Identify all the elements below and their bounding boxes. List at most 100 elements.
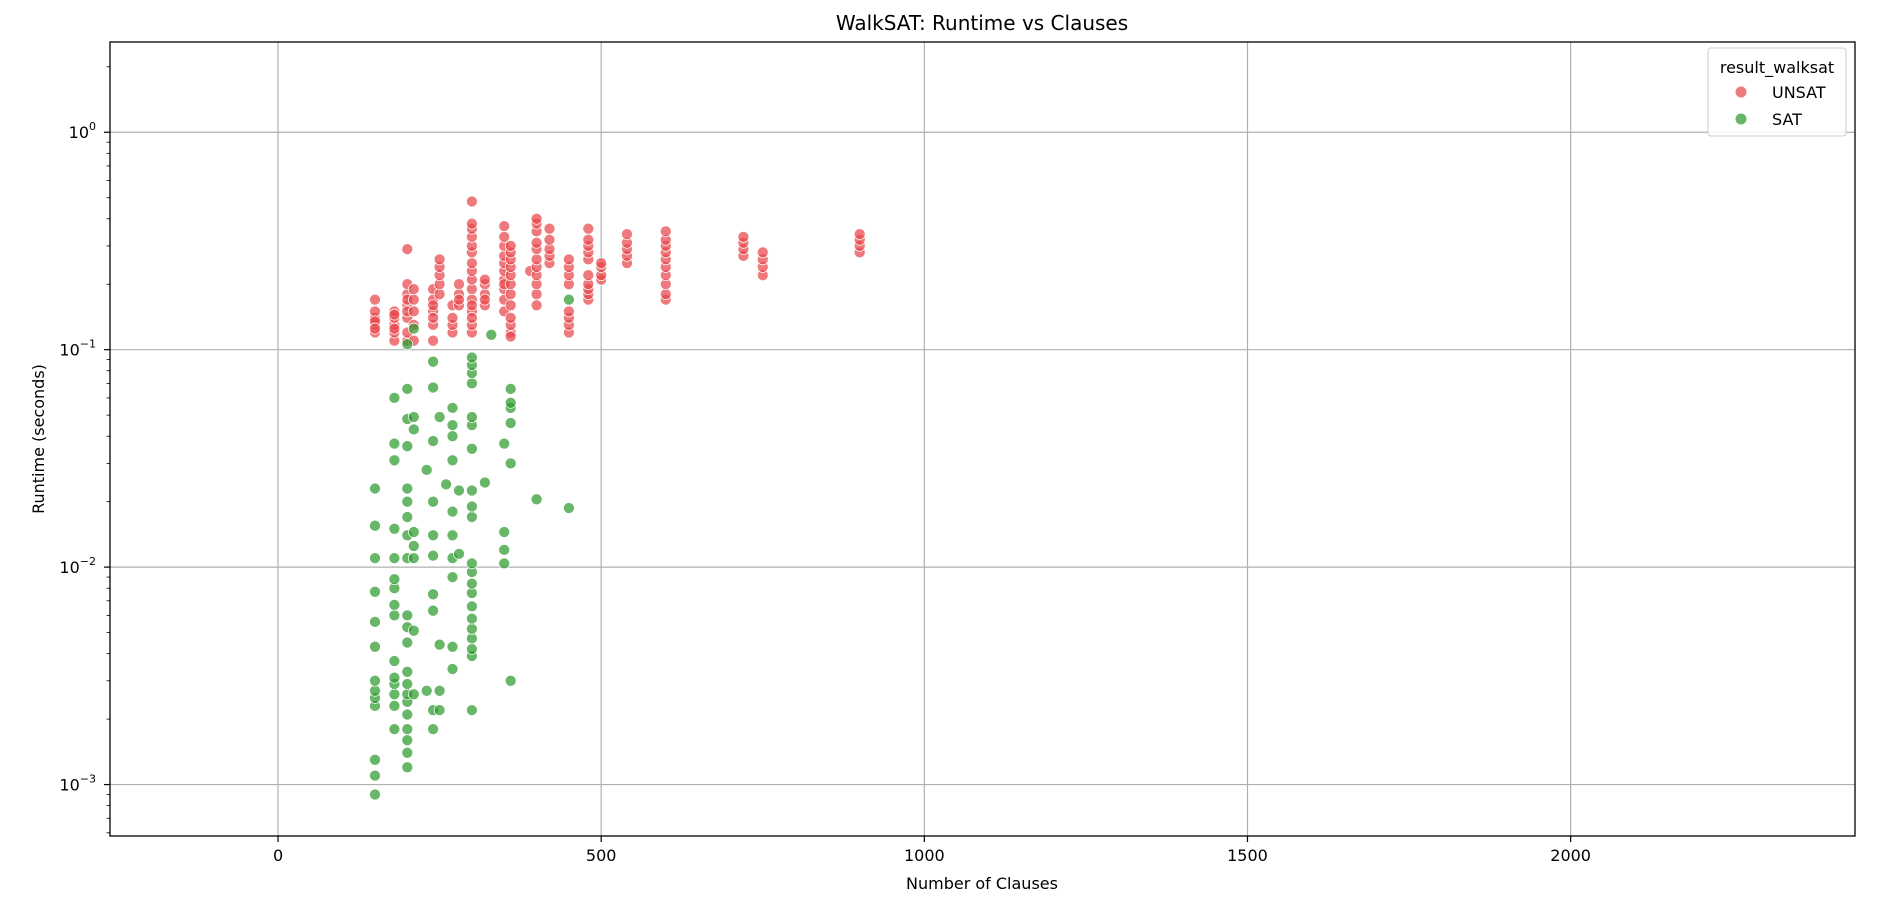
point-sat (407, 540, 420, 552)
y-tick-label: 10−1 (59, 338, 96, 360)
point-unsat (659, 225, 672, 238)
point-sat (446, 663, 459, 675)
point-sat (388, 437, 401, 450)
point-sat (563, 293, 575, 306)
point-unsat (369, 322, 381, 335)
point-sat (369, 519, 381, 532)
point-sat (427, 604, 439, 617)
point-sat (401, 495, 414, 508)
y-tick-label: 10−2 (59, 555, 96, 577)
point-sat (427, 355, 439, 368)
point-sat (453, 548, 465, 560)
point-sat (369, 788, 381, 801)
point-unsat (853, 228, 866, 240)
data-points (369, 195, 866, 801)
point-unsat (582, 222, 595, 235)
point-sat (466, 484, 478, 497)
point-sat (466, 643, 478, 655)
point-sat (407, 552, 420, 564)
x-tick-label: 500 (586, 846, 617, 865)
point-sat (388, 392, 401, 404)
point-unsat (563, 305, 575, 318)
point-sat (433, 704, 446, 716)
legend-marker-unsat (1735, 86, 1747, 98)
point-sat (369, 616, 381, 628)
point-sat (466, 600, 478, 613)
point-sat (446, 640, 459, 653)
point-unsat (388, 308, 401, 321)
point-sat (446, 529, 459, 542)
point-sat (401, 746, 414, 759)
point-unsat (407, 293, 420, 306)
point-sat (453, 484, 465, 497)
point-unsat (756, 246, 769, 259)
point-unsat (427, 334, 439, 347)
chart-title: WalkSAT: Runtime vs Clauses (836, 11, 1128, 35)
point-sat (407, 688, 420, 701)
point-sat (388, 522, 401, 535)
point-sat (466, 511, 478, 523)
point-sat (485, 328, 498, 341)
point-sat (433, 411, 446, 423)
point-sat (446, 430, 459, 443)
legend: result_walksat UNSAT SAT (1707, 47, 1847, 137)
point-sat (401, 761, 414, 774)
point-sat (369, 674, 381, 687)
point-sat (427, 381, 439, 394)
point-unsat (530, 299, 543, 312)
point-unsat (453, 293, 465, 306)
point-sat (446, 571, 459, 583)
point-unsat (530, 253, 543, 266)
point-sat (479, 476, 491, 489)
x-tick-label: 1000 (904, 846, 945, 865)
point-sat (504, 417, 517, 429)
point-sat (401, 609, 414, 622)
point-sat (504, 457, 517, 470)
point-sat (446, 454, 459, 467)
point-sat (498, 544, 511, 556)
point-unsat (582, 233, 595, 246)
point-unsat (407, 283, 420, 295)
point-sat (427, 529, 439, 542)
point-sat (446, 505, 459, 518)
point-sat (401, 708, 414, 721)
point-unsat (446, 312, 459, 324)
x-tick-label: 2000 (1550, 846, 1591, 865)
point-unsat (530, 212, 543, 225)
x-tick-label: 0 (273, 846, 283, 865)
point-unsat (369, 293, 381, 306)
point-sat (563, 502, 575, 514)
point-sat (388, 454, 401, 467)
point-unsat (504, 240, 517, 252)
point-sat (407, 411, 420, 423)
point-unsat (433, 288, 446, 301)
point-unsat (466, 312, 478, 324)
plot-frame (109, 41, 1856, 837)
y-axis-label: Runtime (seconds) (29, 364, 48, 514)
point-sat (401, 734, 414, 747)
point-unsat (466, 257, 478, 269)
axis-ticks: 0 500 1000 1500 2000 10−3 10−2 10−1 100 (59, 66, 1591, 865)
point-sat (420, 464, 433, 476)
point-sat (388, 671, 401, 684)
point-sat (466, 623, 478, 635)
point-sat (388, 552, 401, 564)
point-unsat (582, 269, 595, 282)
point-unsat (530, 288, 543, 301)
point-unsat (737, 231, 750, 243)
point-unsat (427, 299, 439, 312)
point-unsat (543, 222, 556, 235)
point-sat (466, 500, 478, 513)
point-sat (498, 557, 511, 570)
point-sat (388, 723, 401, 735)
point-unsat (479, 273, 491, 286)
point-sat (466, 612, 478, 625)
point-sat (407, 423, 420, 436)
point-sat (427, 495, 439, 508)
point-sat (446, 419, 459, 431)
point-sat (388, 688, 401, 701)
point-sat (401, 665, 414, 678)
point-unsat (388, 322, 401, 335)
point-unsat (369, 305, 381, 318)
